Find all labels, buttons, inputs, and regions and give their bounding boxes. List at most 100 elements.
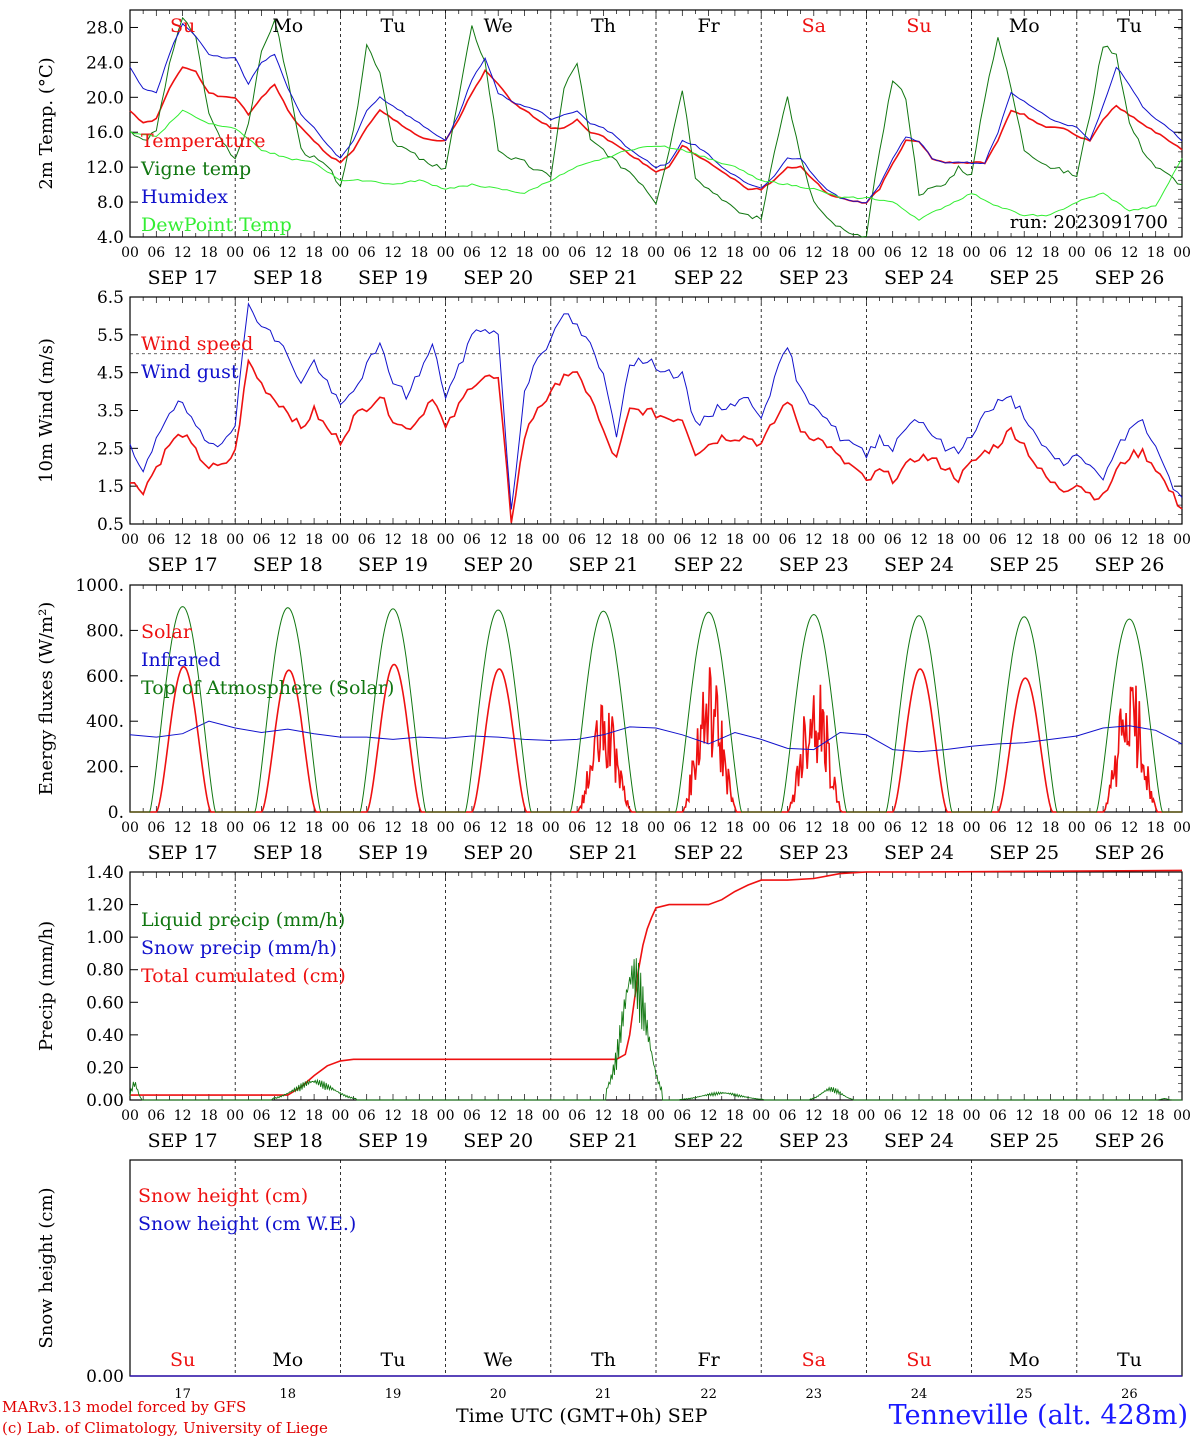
x-date-label: SEP 26 (1094, 267, 1164, 289)
series-line-solar-day-21 (550, 704, 656, 813)
y-axis-label: Energy fluxes (W/m²) (36, 602, 57, 796)
y-axis-label: 2m Temp. (°C) (36, 57, 57, 189)
y-tick-label: 0.60 (86, 993, 124, 1013)
x-date-label: SEP 20 (463, 1130, 533, 1152)
series-line-top-of-atmosphere-solar--day-19 (340, 608, 446, 813)
legend-item: Temperature (141, 130, 265, 152)
x-hour-label: 18 (936, 820, 954, 836)
y-tick-label: 0.80 (86, 961, 124, 981)
x-hour-label: 00 (963, 245, 981, 261)
weekday-label-bottom: Su (170, 1349, 195, 1371)
x-axis-title: Time UTC (GMT+0h) SEP (456, 1405, 708, 1427)
x-hour-label: 18 (726, 1108, 744, 1124)
x-hour-label: 18 (1147, 532, 1165, 548)
x-hour-label: 06 (463, 820, 481, 836)
x-date-label: SEP 23 (779, 554, 849, 576)
x-hour-label: 06 (358, 532, 376, 548)
x-hour-label: 00 (647, 245, 665, 261)
x-date-label: SEP 17 (148, 842, 218, 864)
y-tick-label: 28.0 (86, 18, 124, 38)
series-line-top-of-atmosphere-solar--day-21 (550, 610, 656, 813)
x-hour-label: 00 (542, 1108, 560, 1124)
x-hour-label: 00 (226, 532, 244, 548)
x-hour-label: 12 (174, 820, 192, 836)
x-hour-label: 06 (779, 532, 797, 548)
x-hour-label: 12 (384, 1108, 402, 1124)
x-date-label: SEP 22 (674, 554, 744, 576)
x-hour-label: 12 (700, 245, 718, 261)
x-hour-label: 18 (200, 820, 218, 836)
x-date-label: SEP 26 (1094, 842, 1164, 864)
series-line-top-of-atmosphere-solar--day-17 (130, 606, 236, 813)
x-hour-label: 12 (489, 1108, 507, 1124)
x-date-label: SEP 19 (358, 267, 428, 289)
x-hour-label: 18 (1042, 245, 1060, 261)
x-date-label: SEP 19 (358, 842, 428, 864)
x-hour-label: 12 (279, 245, 297, 261)
x-date-label: SEP 21 (568, 267, 638, 289)
x-hour-label: 18 (410, 245, 428, 261)
x-hour-label: 06 (989, 245, 1007, 261)
y-tick-label: 4.0 (97, 228, 124, 248)
x-hour-label: 12 (174, 532, 192, 548)
x-date-label: SEP 25 (989, 554, 1059, 576)
x-hour-label: 00 (121, 820, 139, 836)
x-hour-label: 00 (437, 1108, 455, 1124)
x-hour-label: 06 (568, 820, 586, 836)
y-tick-label: 0.20 (86, 1058, 124, 1078)
x-hour-label: 06 (358, 1108, 376, 1124)
y-tick-label: 12.0 (86, 158, 124, 178)
weekday-label-top: Tu (381, 15, 406, 37)
legend-item: Snow height (cm) (138, 1185, 308, 1207)
x-hour-label: 12 (910, 245, 928, 261)
x-hour-label: 06 (147, 532, 165, 548)
x-hour-label: 18 (936, 532, 954, 548)
series-line-vigne-temp (129, 16, 1183, 238)
y-tick-label: 0. (108, 803, 124, 823)
x-hour-label: 00 (857, 532, 875, 548)
legend-item: Vigne temp (140, 158, 251, 180)
x-hour-label: 06 (1094, 1108, 1112, 1124)
x-hour-label: 12 (805, 245, 823, 261)
x-hour-label: 18 (1147, 245, 1165, 261)
x-hour-label: 06 (568, 532, 586, 548)
x-hour-label: 00 (752, 245, 770, 261)
y-tick-label: 5.5 (97, 326, 124, 346)
x-hour-label: 12 (700, 532, 718, 548)
x-hour-label: 18 (621, 820, 639, 836)
x-hour-label: 18 (936, 245, 954, 261)
series-line-humidex (129, 22, 1183, 204)
y-tick-label: 3.5 (97, 402, 124, 422)
legend-item: Solar (141, 621, 193, 643)
x-hour-label: 06 (779, 1108, 797, 1124)
x-hour-label: 18 (831, 1108, 849, 1124)
x-date-label: SEP 21 (568, 554, 638, 576)
x-hour-label: 12 (1015, 532, 1033, 548)
x-hour-label: 12 (279, 1108, 297, 1124)
x-date-label: SEP 21 (568, 1130, 638, 1152)
x-hour-label: 12 (1015, 1108, 1033, 1124)
x-hour-label: 00 (857, 1108, 875, 1124)
x-hour-label: 18 (831, 245, 849, 261)
x-hour-label: 00 (963, 1108, 981, 1124)
x-hour-label: 06 (779, 820, 797, 836)
y-tick-label: 1000. (75, 576, 124, 596)
weekday-label-bottom: Mo (272, 1349, 303, 1371)
x-hour-label: 18 (410, 1108, 428, 1124)
x-date-label: SEP 22 (674, 842, 744, 864)
x-hour-label: 00 (226, 1108, 244, 1124)
x-hour-label: 18 (305, 1108, 323, 1124)
x-hour-label: 06 (253, 245, 271, 261)
x-hour-label: 18 (1042, 820, 1060, 836)
station-name: Tenneville (alt. 428m) (888, 1400, 1188, 1431)
x-hour-label: 12 (489, 532, 507, 548)
series-line-solar-day-20 (445, 668, 551, 813)
series-line-liquid-precip (129, 958, 1182, 1101)
y-tick-label: 1.20 (86, 896, 124, 916)
x-hour-label: 18 (1147, 820, 1165, 836)
x-hour-label: 18 (305, 245, 323, 261)
x-hour-label: 00 (437, 532, 455, 548)
series-line-wind-speed (129, 358, 1183, 523)
y-tick-label: 400. (86, 712, 124, 732)
y-tick-label: 1.00 (86, 928, 124, 948)
